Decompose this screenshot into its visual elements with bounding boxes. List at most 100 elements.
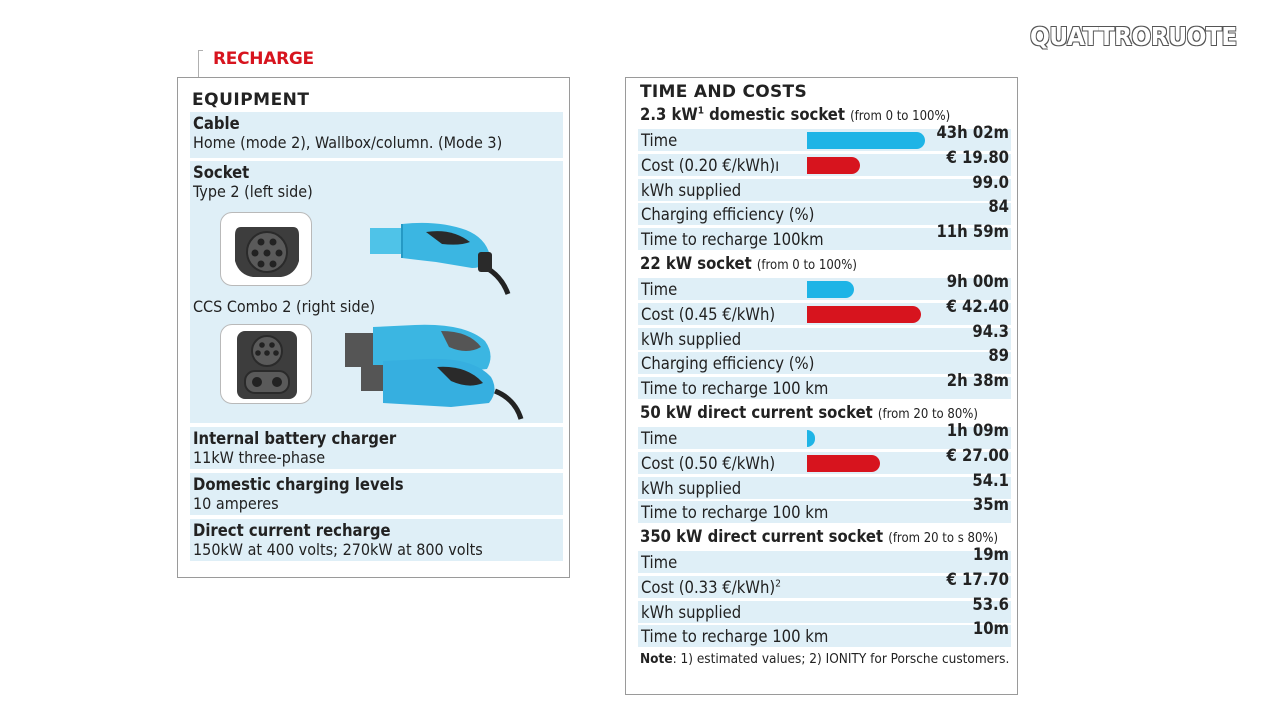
row-value: 54.1 (972, 470, 1009, 490)
table-row: Time 9h 00m (638, 272, 1011, 300)
row-label: Cost (0.45 €/kWh) (641, 305, 775, 324)
note-label: Note (640, 651, 673, 667)
domestic-levels-heading: Domestic charging levels (193, 475, 404, 494)
section-heading: 50 kW direct current socket (from 20 to … (640, 403, 978, 422)
row-value: 9h 00m (946, 272, 1009, 291)
row-label-text: Time (641, 429, 678, 448)
row-label-text: Cost (0.50 €/kWh) (641, 453, 776, 473)
table-row: Time 43h 02m (638, 123, 1011, 151)
table-row: Cost (0.45 €/kWh) € 42.40 (638, 297, 1011, 325)
row-value: 35m (972, 495, 1009, 515)
row-label: kWh supplied (641, 181, 741, 200)
row-label-text: Charging efficiency (%) (641, 354, 815, 374)
ccs-plug-icon (345, 324, 524, 420)
row-label: kWh supplied (641, 330, 741, 349)
row-value: 2h 38m (946, 371, 1009, 391)
row-label-text: Time (641, 131, 678, 150)
row-label: Time (641, 429, 677, 448)
table-row: Charging efficiency (%) 89 (638, 346, 1011, 375)
row-label-text: Time to recharge 100 km (641, 379, 829, 399)
row-label-text: Time to recharge 100 km (641, 503, 829, 523)
footnote: Note: 1) estimated values; 2) IONITY for… (640, 651, 1010, 667)
table-row: kWh supplied 94.3 (638, 322, 1011, 350)
row-value: 89 (988, 346, 1009, 366)
table-row: Cost (0.50 €/kWh) € 27.00 (638, 446, 1011, 474)
cable-text: Home (mode 2), Wallbox/column. (Mode 3) (193, 133, 503, 152)
section-range: (from 0 to 100%) (756, 258, 857, 273)
quattroruote-logo: QUATTRORUOTE (1030, 22, 1237, 51)
socket-block: Socket Type 2 (left side) CCS Combo 2 (r… (190, 161, 563, 423)
row-label: kWh supplied (641, 603, 741, 622)
table-row: kWh supplied 99.0 (638, 173, 1011, 201)
cost-bar (807, 305, 921, 323)
row-label: kWh supplied (641, 479, 741, 498)
cost-bar (807, 156, 860, 174)
section-range: (from 20 to 80%) (877, 407, 978, 422)
row-label-text: Charging efficiency (%) (641, 205, 815, 225)
row-label-text: Cost (0.20 €/kWh)ı (641, 155, 780, 175)
domestic-levels-text: 10 amperes (193, 494, 279, 513)
table-row: Charging efficiency (%) 84 (638, 197, 1011, 226)
row-label-text: Time to recharge 100km (641, 230, 824, 250)
section-heading-footnote-mark: 1 (697, 105, 704, 117)
row-label: Time to recharge 100 km (641, 627, 828, 646)
section-tag-line (198, 50, 199, 78)
row-value: 19m (972, 545, 1009, 564)
row-value: € 27.00 (946, 445, 1009, 465)
section-heading: 350 kW direct current socket (from 20 to… (640, 527, 998, 546)
row-value: € 17.70 (946, 569, 1009, 589)
time-bar (807, 430, 815, 447)
row-value: 94.3 (972, 321, 1009, 341)
row-label-footnote-mark: 2 (775, 578, 781, 590)
socket-type2-text: Type 2 (left side) (193, 182, 313, 201)
time-costs-panel: TIME AND COSTS Note: 1) estimated values… (625, 77, 1018, 695)
dc-recharge-heading: Direct current recharge (193, 521, 391, 540)
table-row: Cost (0.20 €/kWh)ı € 19.80 (638, 148, 1011, 176)
table-row: Time to recharge 100 km 10m (638, 619, 1011, 648)
cost-bar (807, 454, 880, 472)
table-row: Time to recharge 100 km 35m (638, 495, 1011, 524)
table-row: kWh supplied 54.1 (638, 471, 1011, 499)
row-label: Cost (0.33 €/kWh)2 (641, 578, 781, 597)
row-label-text: kWh supplied (641, 478, 742, 498)
time-bar (807, 132, 925, 149)
row-label-text: kWh supplied (641, 329, 742, 349)
section-label: RECHARGE (213, 49, 314, 69)
row-label-text: kWh supplied (641, 180, 742, 200)
row-value: € 42.40 (946, 296, 1009, 316)
dc-recharge-block: Direct current recharge 150kW at 400 vol… (190, 519, 563, 561)
row-label: Cost (0.50 €/kWh) (641, 454, 775, 473)
table-row: Time 1h 09m (638, 421, 1011, 449)
socket-heading: Socket (193, 163, 250, 182)
socket-ccs-text: CCS Combo 2 (right side) (193, 297, 376, 316)
section-heading-main: 50 kW direct current socket (640, 403, 873, 422)
ccs-combo2-socket-icon (220, 324, 312, 404)
row-label: Time to recharge 100 km (641, 379, 828, 398)
row-label-text: Time to recharge 100 km (641, 627, 829, 647)
table-row: Cost (0.33 €/kWh)2 € 17.70 (638, 570, 1011, 598)
section-heading-main: 350 kW direct current socket (640, 527, 884, 546)
section-range: (from 20 to s 80%) (888, 531, 999, 546)
row-label: Cost (0.20 €/kWh)ı (641, 156, 779, 175)
table-row: Time to recharge 100km 11h 59m (638, 222, 1011, 251)
equipment-panel: EQUIPMENT Cable Home (mode 2), Wallbox/c… (177, 77, 570, 578)
row-value: 10m (972, 619, 1009, 639)
section-heading: 22 kW socket (from 0 to 100%) (640, 254, 857, 273)
dc-recharge-text: 150kW at 400 volts; 270kW at 800 volts (193, 540, 483, 559)
row-value: 1h 09m (946, 421, 1009, 440)
section-heading-main: 22 kW socket (640, 254, 752, 273)
time-costs-title: TIME AND COSTS (640, 82, 807, 102)
cable-heading: Cable (193, 114, 240, 133)
section-heading: 2.3 kW1 domestic socket (from 0 to 100%) (640, 105, 950, 124)
section-heading-rest: domestic socket (703, 105, 845, 124)
row-label-text: kWh supplied (641, 602, 742, 622)
row-value: 99.0 (972, 172, 1009, 192)
note-text: : 1) estimated values; 2) IONITY for Por… (672, 651, 1010, 667)
row-label: Time to recharge 100 km (641, 503, 828, 522)
type2-socket-icon (220, 212, 312, 286)
row-label: Time (641, 131, 677, 150)
internal-charger-heading: Internal battery charger (193, 429, 397, 448)
row-label-text: Time (641, 553, 678, 572)
internal-charger-block: Internal battery charger 11kW three-phas… (190, 427, 563, 469)
row-label-text: Cost (0.45 €/kWh) (641, 304, 776, 324)
